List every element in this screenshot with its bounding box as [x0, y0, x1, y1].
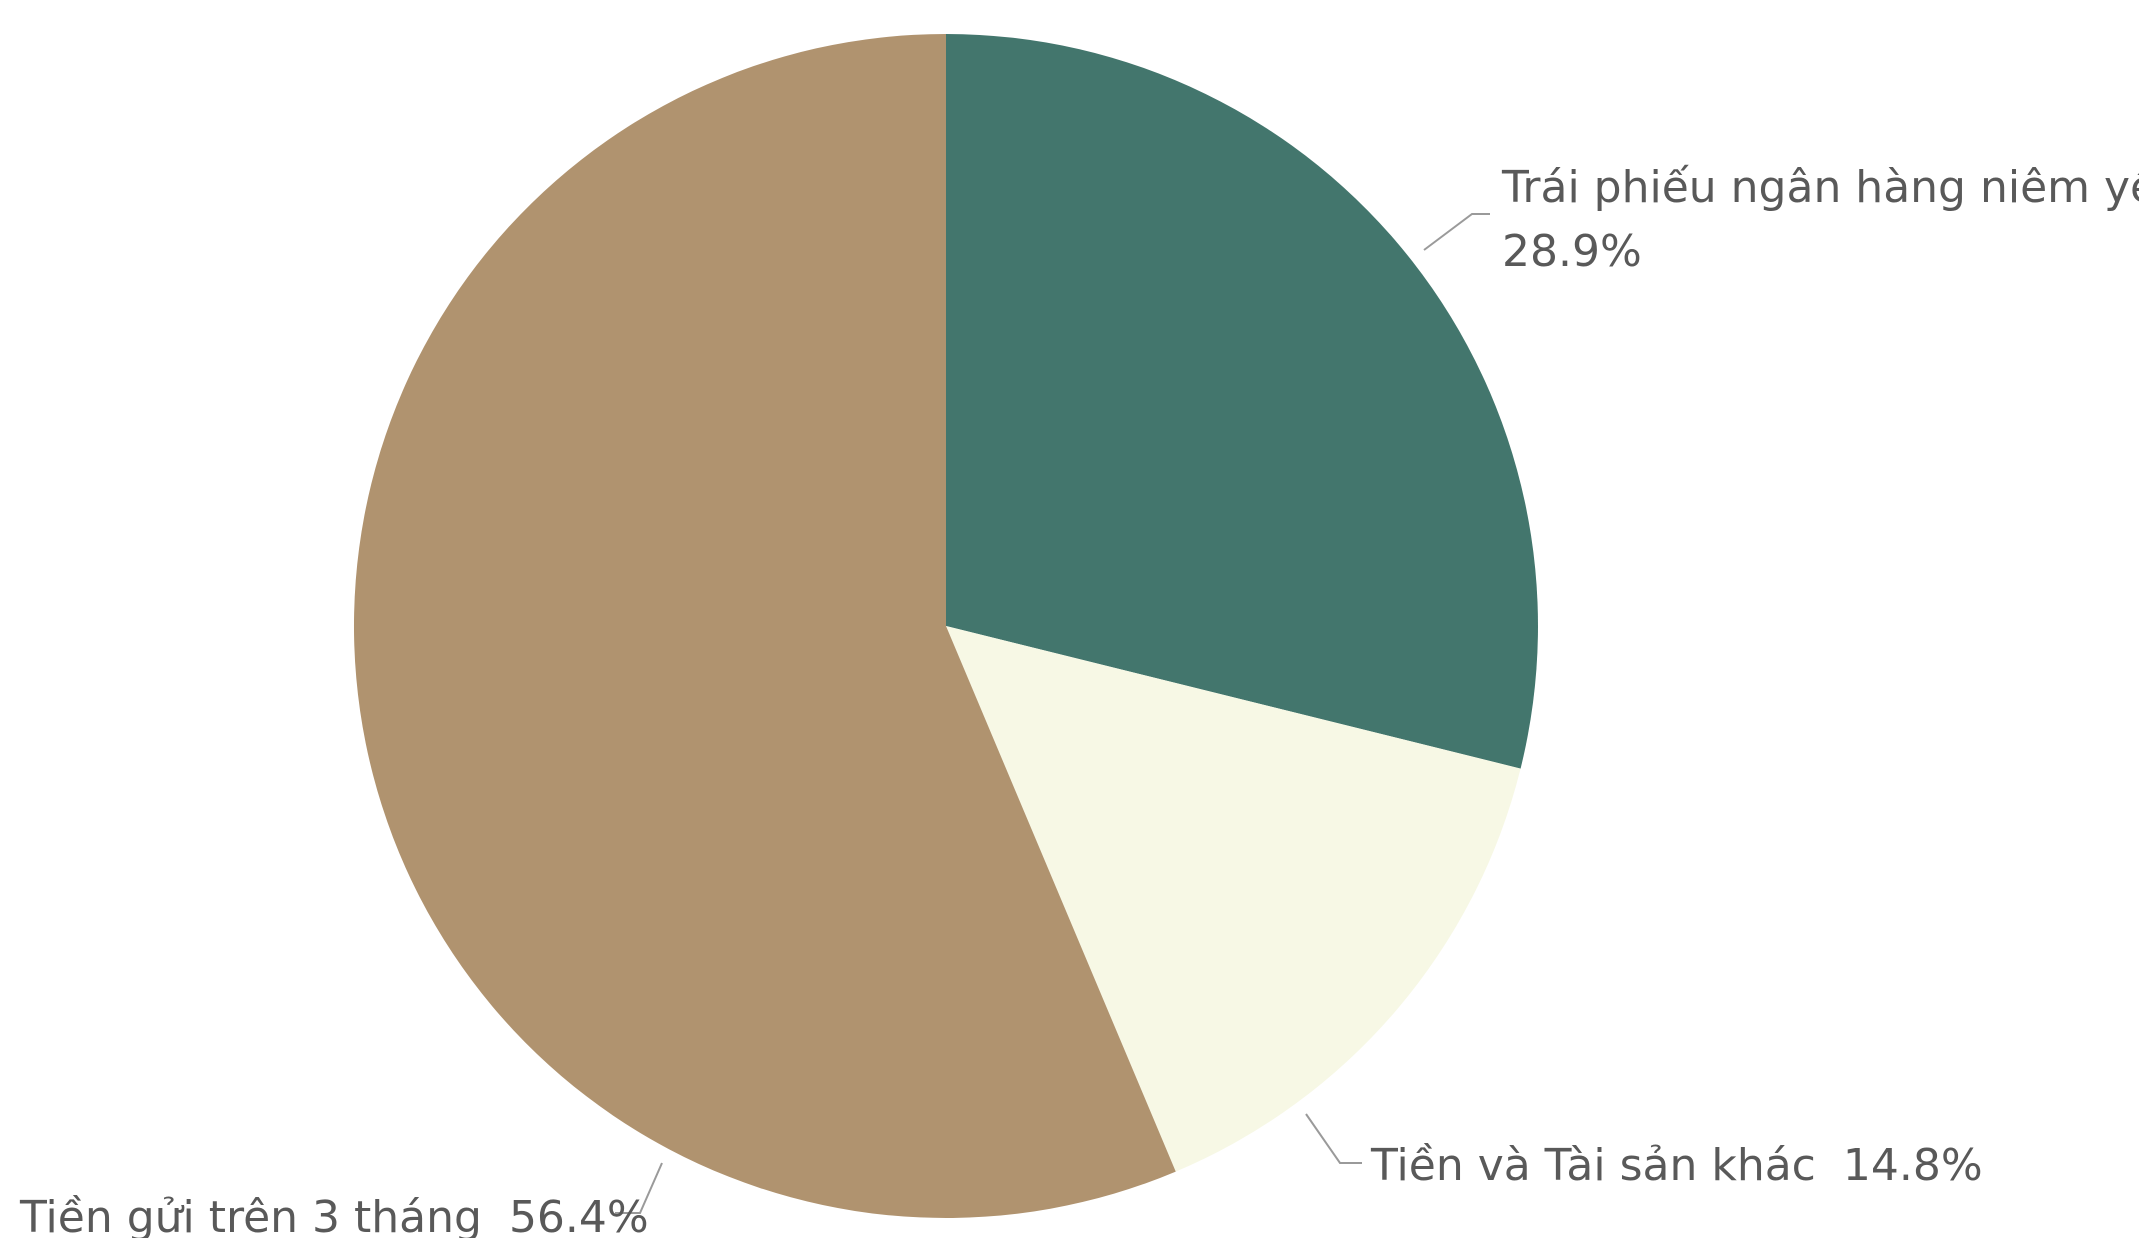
- pie-slice-trai-phieu-ngan-hang-niem-yet: [946, 34, 1538, 769]
- slice-label-tien-gui-name: Tiền gửi trên 3 tháng: [19, 1192, 482, 1238]
- pie-slice-tien-gui-tren-3-thang: [353, 33, 1176, 1218]
- leader-line-trai-phieu: [1423, 213, 1490, 251]
- leader-line-tien-va-tai-san: [1305, 1113, 1362, 1164]
- leader-line-tien-gui: [615, 1162, 663, 1214]
- slice-label-tien-gui: Tiền gửi trên 3 tháng 56.4%: [19, 1192, 649, 1238]
- slice-labels: Trái phiếu ngân hàng niêm yết 28.9% Tiền…: [19, 162, 2139, 1238]
- slice-label-tien-va-tai-san-value: 14.8%: [1843, 1140, 1983, 1191]
- slice-label-trai-phieu-value: 28.9%: [1502, 226, 1642, 277]
- slice-label-tien-va-tai-san-name: Tiền và Tài sản khác: [1370, 1140, 1816, 1191]
- pie-slice-tien-va-tai-san-khac: [946, 626, 1521, 1172]
- pie-slices: [353, 33, 1538, 1218]
- slice-label-tien-va-tai-san: Tiền và Tài sản khác 14.8%: [1370, 1140, 1983, 1191]
- slice-label-tien-gui-value: 56.4%: [509, 1192, 649, 1238]
- leader-lines: [615, 213, 1490, 1214]
- slice-label-trai-phieu-name: Trái phiếu ngân hàng niêm yết: [1501, 162, 2139, 213]
